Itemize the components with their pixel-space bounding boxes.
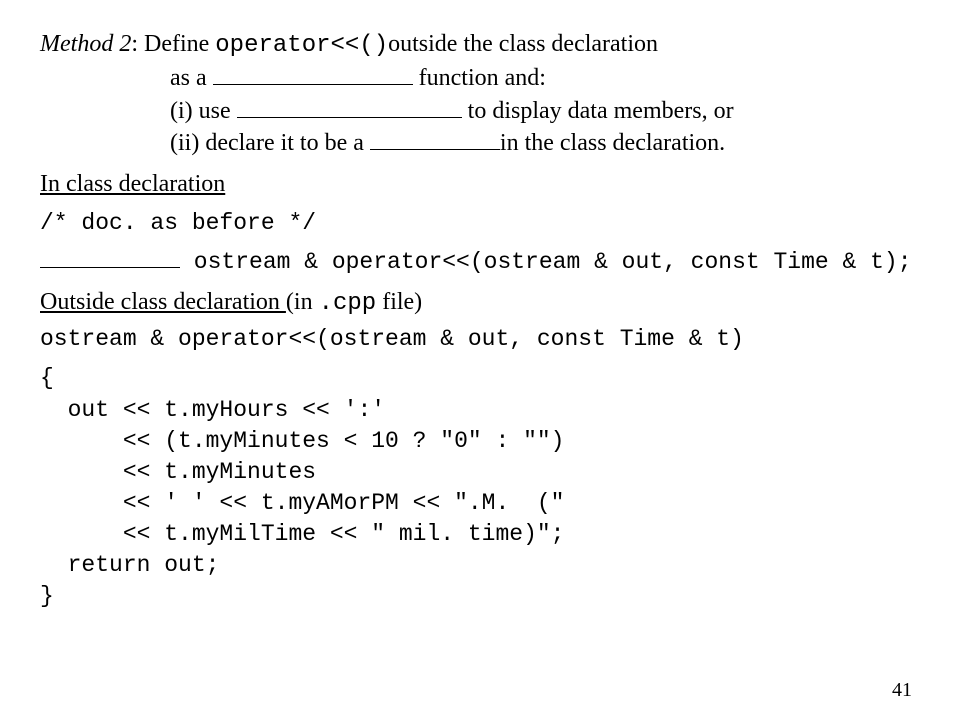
heading-code: operator<<() [215, 32, 388, 59]
i-post: to display data members, or [462, 98, 734, 124]
asa-post: function and: [413, 65, 546, 91]
fn-close: } [40, 581, 920, 612]
ii-post: in the class declaration. [500, 130, 725, 156]
decl-rest: ostream & operator<<(ostream & out, cons… [180, 249, 912, 275]
blank-declare [370, 149, 500, 150]
asa-pre: as a [170, 65, 213, 91]
heading-tail: outside the class declaration [388, 31, 658, 57]
method-label: Method 2 [40, 31, 131, 57]
fn-l5: << t.myMilTime << " mil. time)"; [40, 519, 920, 550]
fn-l1: out << t.myHours << ':' [40, 395, 920, 426]
slide-content: Method 2: Define operator<<()outside the… [0, 0, 960, 612]
section2-paren-pre: (in [286, 289, 319, 315]
heading-sep: : Define [131, 31, 215, 57]
fn-l4: << ' ' << t.myAMorPM << ".M. (" [40, 488, 920, 519]
section2-paren-post: file) [376, 289, 422, 315]
friend-declaration: ostream & operator<<(ostream & out, cons… [40, 247, 920, 278]
section-outside-class: Outside class declaration (in .cpp file) [40, 286, 920, 320]
blank-friend [40, 267, 180, 268]
i-pre: (i) use [170, 98, 237, 124]
blank-function-type [213, 84, 413, 85]
line-i: (i) use to display data members, or [170, 95, 920, 127]
line-ii: (ii) declare it to be a in the class dec… [170, 127, 920, 159]
section1-title: In class declaration [40, 171, 225, 197]
blank-use [237, 117, 462, 118]
section2-title-pre: Outside class declaration [40, 289, 286, 315]
ii-pre: (ii) declare it to be a [170, 130, 370, 156]
fn-signature: ostream & operator<<(ostream & out, cons… [40, 324, 920, 355]
section2-title-code: .cpp [319, 290, 377, 317]
fn-open: { [40, 363, 920, 394]
fn-l2: << (t.myMinutes < 10 ? "0" : "") [40, 426, 920, 457]
method-heading: Method 2: Define operator<<()outside the… [40, 28, 920, 62]
fn-return: return out; [40, 550, 920, 581]
page-number: 41 [892, 679, 912, 702]
code-comment: /* doc. as before */ [40, 208, 920, 239]
fn-l3: << t.myMinutes [40, 457, 920, 488]
section-in-class: In class declaration [40, 168, 920, 200]
line-asa: as a function and: [170, 62, 920, 94]
